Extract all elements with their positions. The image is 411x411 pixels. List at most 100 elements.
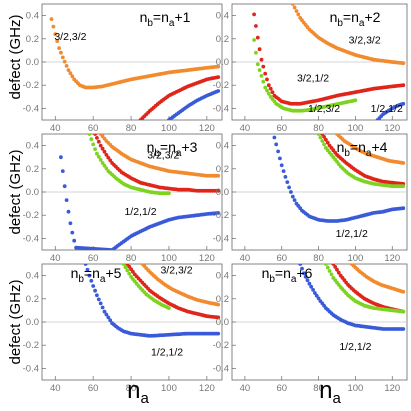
curve-label: 3/2,3/2 (147, 149, 179, 161)
data-point (325, 140, 330, 145)
curve-label: 1/2,1/2 (371, 103, 403, 115)
data-point (279, 163, 284, 168)
x-tick-label: 40 (50, 383, 61, 394)
series-3-2-1-2 (252, 12, 406, 106)
data-point (266, 83, 271, 88)
data-point (401, 289, 406, 294)
x-tick-label: 100 (347, 123, 363, 134)
data-point (307, 281, 312, 286)
data-point (64, 64, 69, 68)
x-tick-label: 80 (313, 383, 324, 394)
series-1-2-1-2 (59, 155, 221, 250)
x-tick-label: 40 (240, 123, 251, 134)
data-point (87, 273, 92, 278)
x-tick-label: 60 (88, 383, 99, 394)
data-point (96, 297, 101, 302)
x-tick-label: 120 (199, 123, 215, 134)
x-tick-label: 120 (384, 253, 400, 264)
data-point (294, 9, 299, 13)
y-tick-label: 0.4 (216, 271, 229, 282)
data-point (51, 24, 56, 29)
data-point (100, 146, 105, 151)
data-point (252, 12, 256, 17)
y-tick-label: 0.2 (216, 294, 229, 305)
panel-2: 40 60 80 100 120 0.4 0.2 0.0 -0.2 -0.4 3/2,3/2 3/2,… (213, 3, 408, 134)
data-point (254, 50, 258, 55)
y-tick-label: -0.4 (213, 233, 229, 244)
data-point (298, 264, 303, 266)
data-point (283, 175, 288, 179)
panel-4: 40 60 80 100 120 0.4 0.2 0.0 -0.2 -0.4 1/2,1/2 nb=n… (213, 133, 408, 264)
data-point (127, 264, 132, 269)
data-point (268, 86, 273, 91)
data-point (265, 88, 269, 93)
curve-label: 3/2,1/2 (297, 73, 329, 85)
data-point (336, 270, 341, 275)
data-point (401, 309, 406, 314)
data-point (316, 134, 321, 136)
data-point (68, 71, 73, 76)
data-point (104, 312, 109, 317)
y-axis-label-top: defect (GHz) (7, 14, 24, 99)
data-point (102, 163, 107, 168)
data-point (289, 190, 293, 194)
y-tick-label: 0.4 (26, 141, 39, 152)
curve-label: 3/2,3/2 (160, 264, 192, 276)
data-point (96, 154, 101, 159)
data-point (252, 38, 256, 42)
x-tick-label: 40 (240, 253, 251, 264)
data-point (66, 68, 71, 72)
series-group (49, 17, 221, 120)
data-point (125, 268, 130, 273)
y-tick-label: -0.2 (23, 340, 39, 351)
series-1-2-3-2 (316, 134, 406, 189)
data-point (89, 278, 94, 283)
panel-3: 40 60 80 100 120 0.4 0.2 0.0 -0.2 -0.4 3/2,3/2 1/2,… (23, 133, 223, 264)
data-point (131, 269, 135, 274)
series-3-2-1-2 (320, 134, 406, 186)
data-point (333, 265, 338, 269)
data-point (263, 71, 268, 76)
curve-label: 1/2,1/2 (339, 341, 371, 353)
y-axis-label-middle: defect (GHz) (7, 149, 24, 234)
data-point (68, 221, 73, 226)
data-point (216, 89, 221, 93)
data-point (325, 265, 330, 270)
data-point (324, 137, 328, 142)
data-point (401, 206, 406, 211)
data-point (287, 185, 291, 190)
data-point (292, 5, 297, 10)
series-1-2-1-2 (272, 135, 406, 223)
data-point (318, 135, 323, 140)
x-axis-label-left: na (127, 377, 149, 407)
panel-title: nb=na+1 (140, 9, 191, 29)
data-point (216, 64, 221, 69)
data-point (98, 301, 103, 306)
y-tick-label: -0.4 (23, 363, 39, 374)
data-point (265, 77, 269, 82)
x-tick-label: 60 (276, 253, 287, 264)
x-tick-label: 120 (199, 253, 215, 264)
data-point (316, 296, 321, 301)
data-point (401, 184, 406, 189)
panel-1: 40 60 80 100 120 0.4 0.2 0.0 -0.2 -0.4 3/2,3/2 nb=n… (23, 3, 223, 134)
data-point (255, 62, 260, 67)
data-point (401, 327, 406, 331)
data-point (303, 274, 308, 279)
data-point (62, 184, 67, 189)
data-point (401, 83, 406, 88)
y-tick-label: 0.0 (216, 317, 229, 328)
data-point (311, 288, 315, 292)
data-point (276, 149, 280, 154)
data-point (91, 142, 96, 147)
x-tick-label: 80 (126, 123, 137, 134)
data-point (95, 151, 99, 156)
data-point (70, 74, 75, 79)
data-point (257, 68, 262, 72)
data-point (216, 315, 221, 320)
y-axis-label-bottom: defect (GHz) (7, 279, 24, 364)
series-3-2-1-2 (125, 264, 221, 320)
y-tick-label: 0.4 (26, 271, 39, 282)
curve-label: 1/2,1/2 (124, 206, 156, 218)
data-point (167, 191, 171, 196)
